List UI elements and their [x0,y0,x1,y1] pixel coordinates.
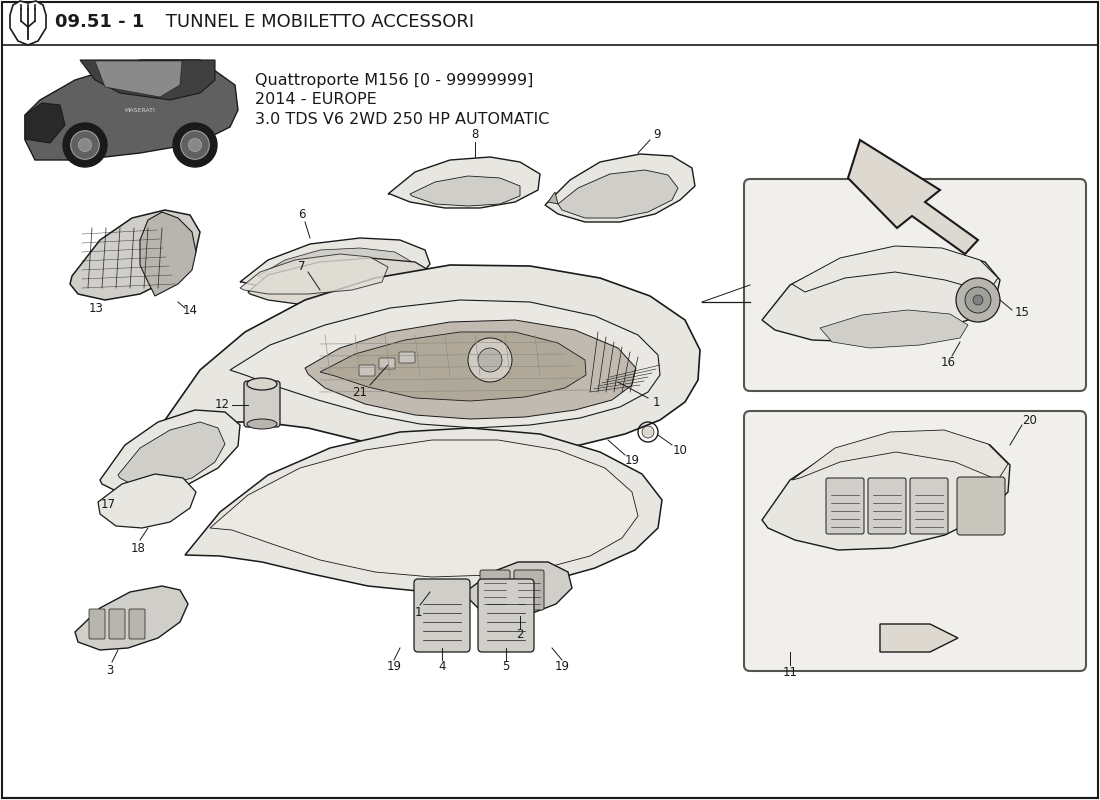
Polygon shape [240,238,430,292]
Polygon shape [230,300,660,428]
Text: 2014 - EUROPE: 2014 - EUROPE [255,93,376,107]
Text: Quattroporte M156 [0 - 99999999]: Quattroporte M156 [0 - 99999999] [255,73,534,87]
Polygon shape [100,410,240,494]
FancyBboxPatch shape [480,570,510,610]
Text: 13: 13 [89,302,103,314]
Polygon shape [248,258,434,305]
Text: 14: 14 [183,305,198,318]
Text: 19: 19 [554,661,570,674]
Polygon shape [820,310,968,348]
Circle shape [478,348,502,372]
FancyBboxPatch shape [826,478,864,534]
FancyBboxPatch shape [744,179,1086,391]
FancyBboxPatch shape [957,477,1005,535]
Circle shape [180,130,209,159]
Text: 1: 1 [652,395,660,409]
Ellipse shape [248,378,277,390]
Circle shape [78,138,91,152]
Text: 12: 12 [214,398,230,411]
Polygon shape [792,430,1008,480]
Circle shape [63,123,107,167]
Polygon shape [305,320,636,419]
FancyBboxPatch shape [744,411,1086,671]
FancyBboxPatch shape [910,478,948,534]
Text: 16: 16 [940,355,956,369]
Text: 6: 6 [298,209,306,222]
Circle shape [468,338,512,382]
Text: 4: 4 [438,661,446,674]
FancyBboxPatch shape [129,609,145,639]
Text: 8: 8 [471,129,478,142]
Polygon shape [185,428,662,592]
Polygon shape [10,1,46,45]
Polygon shape [80,60,214,100]
Text: 19: 19 [386,661,402,674]
Polygon shape [70,210,200,300]
FancyBboxPatch shape [514,570,544,610]
FancyBboxPatch shape [244,381,280,427]
Text: 3: 3 [107,663,113,677]
Polygon shape [240,254,388,294]
Polygon shape [792,246,998,292]
FancyBboxPatch shape [478,579,534,652]
Polygon shape [210,440,638,577]
Text: 21: 21 [352,386,367,398]
FancyBboxPatch shape [868,478,906,534]
Text: 7: 7 [298,259,306,273]
Polygon shape [95,61,182,97]
Text: 18: 18 [131,542,145,554]
Circle shape [965,287,991,313]
Ellipse shape [248,419,277,429]
FancyBboxPatch shape [399,352,415,363]
Text: 09.51 - 1: 09.51 - 1 [55,13,144,31]
Text: 3.0 TDS V6 2WD 250 HP AUTOMATIC: 3.0 TDS V6 2WD 250 HP AUTOMATIC [255,113,549,127]
Polygon shape [388,157,540,208]
Polygon shape [880,624,958,652]
Polygon shape [762,432,1010,550]
Circle shape [642,426,654,438]
Text: 19: 19 [625,454,639,466]
Polygon shape [98,474,196,528]
Polygon shape [320,332,586,401]
Text: 17: 17 [100,498,116,511]
FancyBboxPatch shape [414,579,470,652]
Text: 5: 5 [503,661,509,674]
FancyBboxPatch shape [89,609,104,639]
Text: 10: 10 [672,443,688,457]
Polygon shape [548,192,558,204]
Polygon shape [258,248,412,287]
Circle shape [188,138,201,152]
Circle shape [173,123,217,167]
Text: 11: 11 [782,666,797,678]
Text: MASERATI: MASERATI [124,107,155,113]
Polygon shape [558,170,678,218]
Circle shape [70,130,99,159]
Polygon shape [140,212,196,296]
FancyBboxPatch shape [359,365,375,376]
Polygon shape [25,60,238,160]
FancyBboxPatch shape [109,609,125,639]
Text: 2: 2 [516,629,524,642]
Text: TUNNEL E MOBILETTO ACCESSORI: TUNNEL E MOBILETTO ACCESSORI [160,13,474,31]
Polygon shape [762,248,1000,342]
Text: 15: 15 [1014,306,1030,319]
Polygon shape [544,154,695,222]
Text: 1: 1 [415,606,421,618]
Circle shape [974,295,983,305]
Polygon shape [25,103,65,143]
FancyBboxPatch shape [379,358,395,369]
Text: 20: 20 [1023,414,1037,426]
Polygon shape [165,265,700,454]
Polygon shape [848,140,978,254]
Polygon shape [410,176,520,206]
Text: 9: 9 [653,127,661,141]
Circle shape [956,278,1000,322]
Polygon shape [118,422,226,486]
Polygon shape [75,586,188,650]
Polygon shape [466,562,572,616]
